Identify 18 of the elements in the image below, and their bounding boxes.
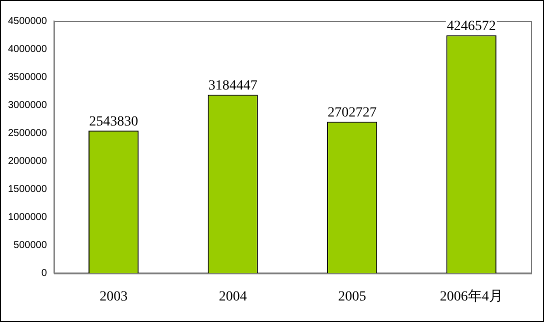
data-label: 2543830 [89, 114, 138, 130]
y-tick-label: 3500000 [8, 72, 48, 83]
y-tick-label: 500000 [14, 240, 48, 251]
x-tick-label: 2003 [100, 289, 128, 304]
data-label: 3184447 [208, 78, 258, 94]
y-tick-label: 4000000 [8, 44, 48, 55]
y-tick-label: 1000000 [8, 212, 48, 223]
data-label: 4246572 [446, 18, 496, 34]
y-tick-label: 2000000 [8, 156, 48, 167]
y-tick-label: 1500000 [8, 184, 48, 195]
y-tick-label: 3000000 [8, 100, 48, 111]
x-tick-label: 2005 [338, 289, 366, 304]
y-tick-label: 4500000 [8, 16, 48, 27]
x-tick-label: 2004 [218, 289, 247, 304]
y-tick-label: 2500000 [8, 128, 48, 139]
y-tick-label: 0 [41, 268, 48, 279]
data-label: 2702727 [328, 105, 377, 120]
x-tick-label: 2006年4月 [440, 288, 503, 304]
